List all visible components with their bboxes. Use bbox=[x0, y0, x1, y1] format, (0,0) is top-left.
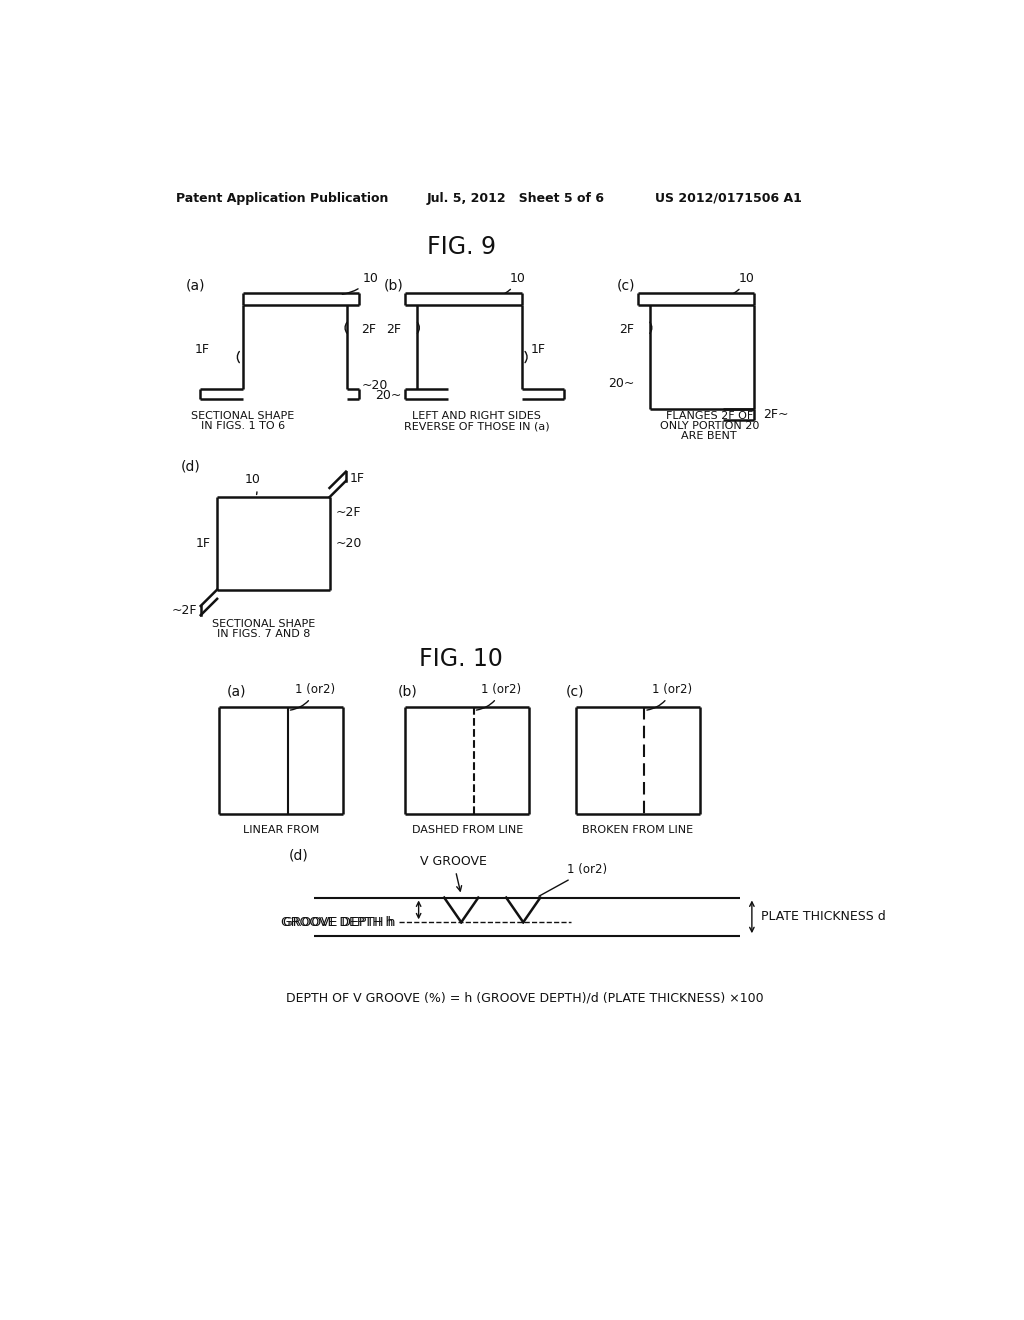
Text: 10: 10 bbox=[733, 272, 755, 293]
Text: (c): (c) bbox=[566, 684, 585, 698]
Text: (d): (d) bbox=[289, 849, 308, 862]
Text: PLATE THICKNESS d: PLATE THICKNESS d bbox=[761, 911, 886, 924]
Text: (a): (a) bbox=[227, 684, 247, 698]
Text: ~2F: ~2F bbox=[336, 506, 361, 519]
Text: GROOVE DEPTH h: GROOVE DEPTH h bbox=[281, 916, 393, 929]
Text: 1F: 1F bbox=[350, 473, 365, 484]
Text: FLANGES 2F OF: FLANGES 2F OF bbox=[666, 412, 753, 421]
Text: 2F: 2F bbox=[620, 323, 634, 335]
Text: FIG. 9: FIG. 9 bbox=[427, 235, 496, 259]
Text: ~20: ~20 bbox=[361, 379, 388, 392]
Text: ONLY PORTION 20: ONLY PORTION 20 bbox=[659, 421, 759, 432]
Text: US 2012/0171506 A1: US 2012/0171506 A1 bbox=[655, 191, 802, 205]
Text: (c): (c) bbox=[616, 279, 635, 293]
Text: GROOVE DEPTH h: GROOVE DEPTH h bbox=[283, 916, 395, 929]
Text: 20~: 20~ bbox=[607, 376, 634, 389]
Text: ARE BENT: ARE BENT bbox=[681, 432, 737, 441]
Text: (d): (d) bbox=[180, 459, 201, 474]
Text: Patent Application Publication: Patent Application Publication bbox=[176, 191, 388, 205]
Text: 10: 10 bbox=[342, 272, 379, 294]
Text: 1 (or2): 1 (or2) bbox=[539, 863, 607, 896]
Text: BROKEN FROM LINE: BROKEN FROM LINE bbox=[583, 825, 693, 834]
Text: 2F: 2F bbox=[387, 323, 401, 335]
Text: 10: 10 bbox=[245, 474, 260, 495]
Text: 2F: 2F bbox=[361, 323, 376, 335]
Text: (a): (a) bbox=[186, 279, 206, 293]
Text: 1F: 1F bbox=[196, 537, 211, 550]
Text: REVERSE OF THOSE IN (a): REVERSE OF THOSE IN (a) bbox=[403, 421, 550, 432]
Text: FIG. 10: FIG. 10 bbox=[419, 647, 503, 671]
Text: SECTIONAL SHAPE: SECTIONAL SHAPE bbox=[191, 412, 294, 421]
Text: LEFT AND RIGHT SIDES: LEFT AND RIGHT SIDES bbox=[413, 412, 542, 421]
Text: V GROOVE: V GROOVE bbox=[420, 855, 487, 891]
Text: (b): (b) bbox=[384, 279, 403, 293]
Text: 1 (or2): 1 (or2) bbox=[647, 682, 692, 710]
Text: DEPTH OF V GROOVE (%) = h (GROOVE DEPTH)/d (PLATE THICKNESS) ×100: DEPTH OF V GROOVE (%) = h (GROOVE DEPTH)… bbox=[286, 991, 764, 1005]
Text: DASHED FROM LINE: DASHED FROM LINE bbox=[412, 825, 523, 834]
Text: 20~: 20~ bbox=[375, 389, 401, 403]
Text: 1F: 1F bbox=[195, 343, 210, 356]
Text: LINEAR FROM: LINEAR FROM bbox=[244, 825, 319, 834]
Text: SECTIONAL SHAPE: SECTIONAL SHAPE bbox=[212, 619, 315, 630]
Text: IN FIGS. 7 AND 8: IN FIGS. 7 AND 8 bbox=[217, 630, 310, 639]
Text: ~20: ~20 bbox=[336, 537, 362, 550]
Text: (b): (b) bbox=[397, 684, 418, 698]
Text: 1F: 1F bbox=[531, 343, 546, 356]
Text: Jul. 5, 2012   Sheet 5 of 6: Jul. 5, 2012 Sheet 5 of 6 bbox=[426, 191, 604, 205]
Text: 1 (or2): 1 (or2) bbox=[291, 682, 336, 710]
Text: 1 (or2): 1 (or2) bbox=[476, 682, 521, 710]
Text: IN FIGS. 1 TO 6: IN FIGS. 1 TO 6 bbox=[201, 421, 285, 432]
Text: ~2F: ~2F bbox=[171, 605, 197, 616]
Text: 10: 10 bbox=[505, 272, 526, 293]
Text: 2F~: 2F~ bbox=[764, 408, 790, 421]
